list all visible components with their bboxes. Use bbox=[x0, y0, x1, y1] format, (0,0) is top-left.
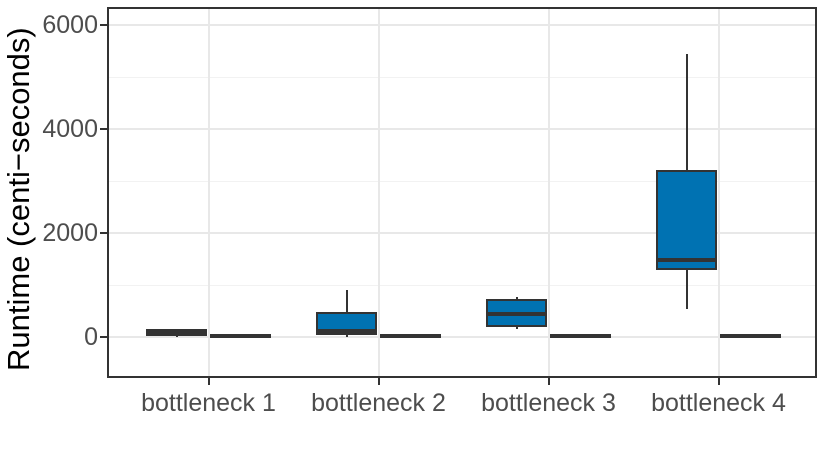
median-left-box-1 bbox=[146, 330, 207, 335]
x-tick-label-1: bottleneck 1 bbox=[141, 389, 276, 417]
y-tick-2000 bbox=[100, 232, 107, 235]
y-tick-0 bbox=[100, 336, 107, 338]
gridline-vertical-2 bbox=[377, 7, 380, 378]
gridline-minor-1000 bbox=[107, 284, 817, 286]
y-tick-label-4000: 4000 bbox=[42, 115, 98, 144]
median-right-box-3 bbox=[550, 334, 611, 339]
gridline-vertical-1 bbox=[207, 7, 210, 378]
gridline-minor-5000 bbox=[107, 76, 817, 78]
gridline-major-6000 bbox=[107, 24, 817, 27]
x-tick-label-3: bottleneck 3 bbox=[481, 389, 616, 417]
x-tick-label-2: bottleneck 2 bbox=[311, 389, 446, 417]
x-tick-label-4: bottleneck 4 bbox=[651, 389, 786, 417]
median-right-box-4 bbox=[720, 334, 781, 339]
median-right-box-1 bbox=[210, 334, 271, 339]
y-tick-6000 bbox=[100, 24, 107, 27]
median-left-box-3 bbox=[486, 312, 547, 317]
plot-panel bbox=[107, 7, 817, 378]
gridline-major-0 bbox=[107, 336, 817, 338]
y-tick-4000 bbox=[100, 128, 107, 131]
y-tick-label-6000: 6000 bbox=[42, 11, 98, 40]
y-tick-label-2000: 2000 bbox=[42, 219, 98, 248]
gridline-major-2000 bbox=[107, 232, 817, 235]
x-tick-3 bbox=[547, 378, 550, 385]
x-tick-1 bbox=[207, 378, 210, 385]
gridline-vertical-4 bbox=[717, 7, 720, 378]
median-right-box-2 bbox=[380, 334, 441, 339]
median-left-box-4 bbox=[656, 258, 717, 263]
median-left-box-2 bbox=[316, 329, 377, 334]
gridline-vertical-3 bbox=[547, 7, 550, 378]
x-tick-2 bbox=[377, 378, 380, 385]
gridline-major-4000 bbox=[107, 128, 817, 131]
y-axis-title: Runtime (centi−seconds) bbox=[1, 27, 36, 371]
x-tick-4 bbox=[717, 378, 720, 385]
gridline-minor-3000 bbox=[107, 180, 817, 182]
box-left-box-4 bbox=[656, 169, 717, 271]
y-tick-label-0: 0 bbox=[84, 323, 98, 351]
